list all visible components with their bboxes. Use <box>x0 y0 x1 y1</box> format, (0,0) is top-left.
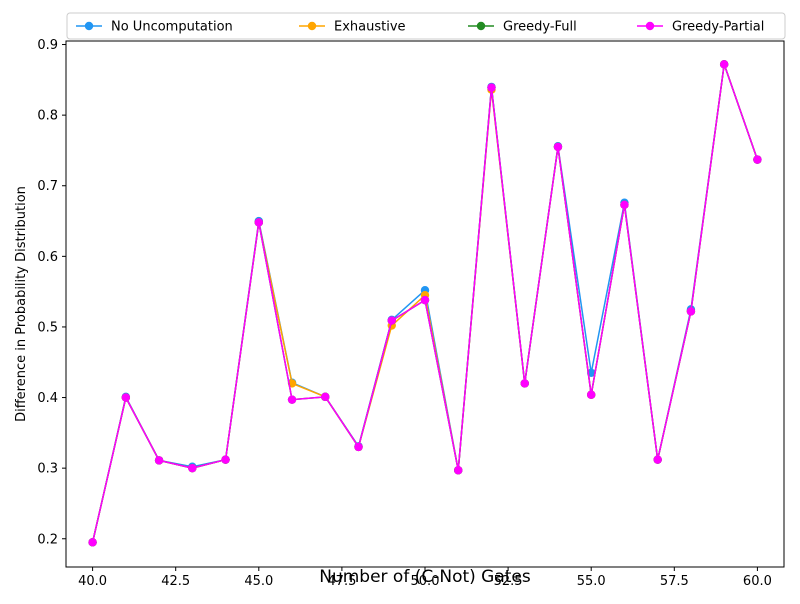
x-axis-label: Number of (C-Not) Gates <box>319 567 531 587</box>
data-point <box>287 395 297 404</box>
data-point <box>487 83 496 92</box>
y-axis: 0.2 0.3 0.4 0.5 0.6 0.7 0.8 0.9 <box>37 38 66 547</box>
legend-marker <box>645 21 655 31</box>
data-point <box>653 455 662 464</box>
data-point <box>719 60 729 69</box>
x-tick-label: 60.0 <box>743 574 772 589</box>
y-axis-label: Difference in Probability Distribution <box>14 186 29 422</box>
data-point <box>420 295 430 305</box>
y-tick-label: 0.9 <box>37 38 58 53</box>
legend-entry: Greedy-Partial <box>637 20 764 35</box>
data-point <box>587 390 596 399</box>
legend-label: Exhaustive <box>334 20 406 35</box>
y-tick-label: 0.7 <box>37 179 58 194</box>
y-tick-label: 0.6 <box>37 250 58 265</box>
legend-entry: Exhaustive <box>299 20 406 35</box>
legend-entry: Greedy-Full <box>468 20 577 35</box>
legend: No Uncomputation Exhaustive Greedy-Full Gre… <box>66 12 786 40</box>
data-point <box>387 316 396 325</box>
x-tick-label: 52.5 <box>494 574 523 589</box>
x-tick-label: 40.0 <box>78 574 107 589</box>
data-point <box>254 218 263 227</box>
legend-marker <box>307 21 317 31</box>
data-point <box>354 442 363 452</box>
series-3 <box>88 60 762 547</box>
y-tick-label: 0.3 <box>37 462 58 477</box>
data-point <box>553 142 563 152</box>
data-point <box>154 456 164 465</box>
legend-label: Greedy-Full <box>503 20 577 35</box>
x-tick-label: 42.5 <box>161 574 190 589</box>
data-point <box>221 455 230 464</box>
legend-label: No Uncomputation <box>111 20 233 35</box>
x-tick-label: 55.0 <box>577 574 606 589</box>
data-point <box>753 155 762 164</box>
legend-label: Greedy-Partial <box>672 20 764 35</box>
legend-entry: No Uncomputation <box>76 20 233 35</box>
data-point <box>686 307 696 316</box>
legend-box <box>66 12 786 40</box>
data-point <box>188 463 197 473</box>
x-tick-label: 50.0 <box>411 574 440 589</box>
data-point <box>454 466 463 475</box>
y-tick-label: 0.8 <box>37 109 58 124</box>
data-point <box>520 379 529 388</box>
x-tick-label: 47.5 <box>327 574 356 589</box>
series-layer <box>88 60 762 547</box>
data-point <box>321 392 330 402</box>
legend-marker <box>476 21 486 31</box>
y-tick-label: 0.4 <box>37 391 58 406</box>
x-tick-label: 57.5 <box>660 574 689 589</box>
y-tick-label: 0.2 <box>37 532 58 547</box>
data-point <box>88 538 97 547</box>
y-tick-label: 0.5 <box>37 320 58 335</box>
data-point <box>121 393 131 402</box>
x-axis: 40.0 42.5 45.0 47.5 50.0 52.5 55.0 57.5 60.0 <box>78 567 772 589</box>
x-tick-label: 45.0 <box>244 574 273 589</box>
data-point <box>620 200 629 210</box>
legend-marker <box>84 21 94 31</box>
